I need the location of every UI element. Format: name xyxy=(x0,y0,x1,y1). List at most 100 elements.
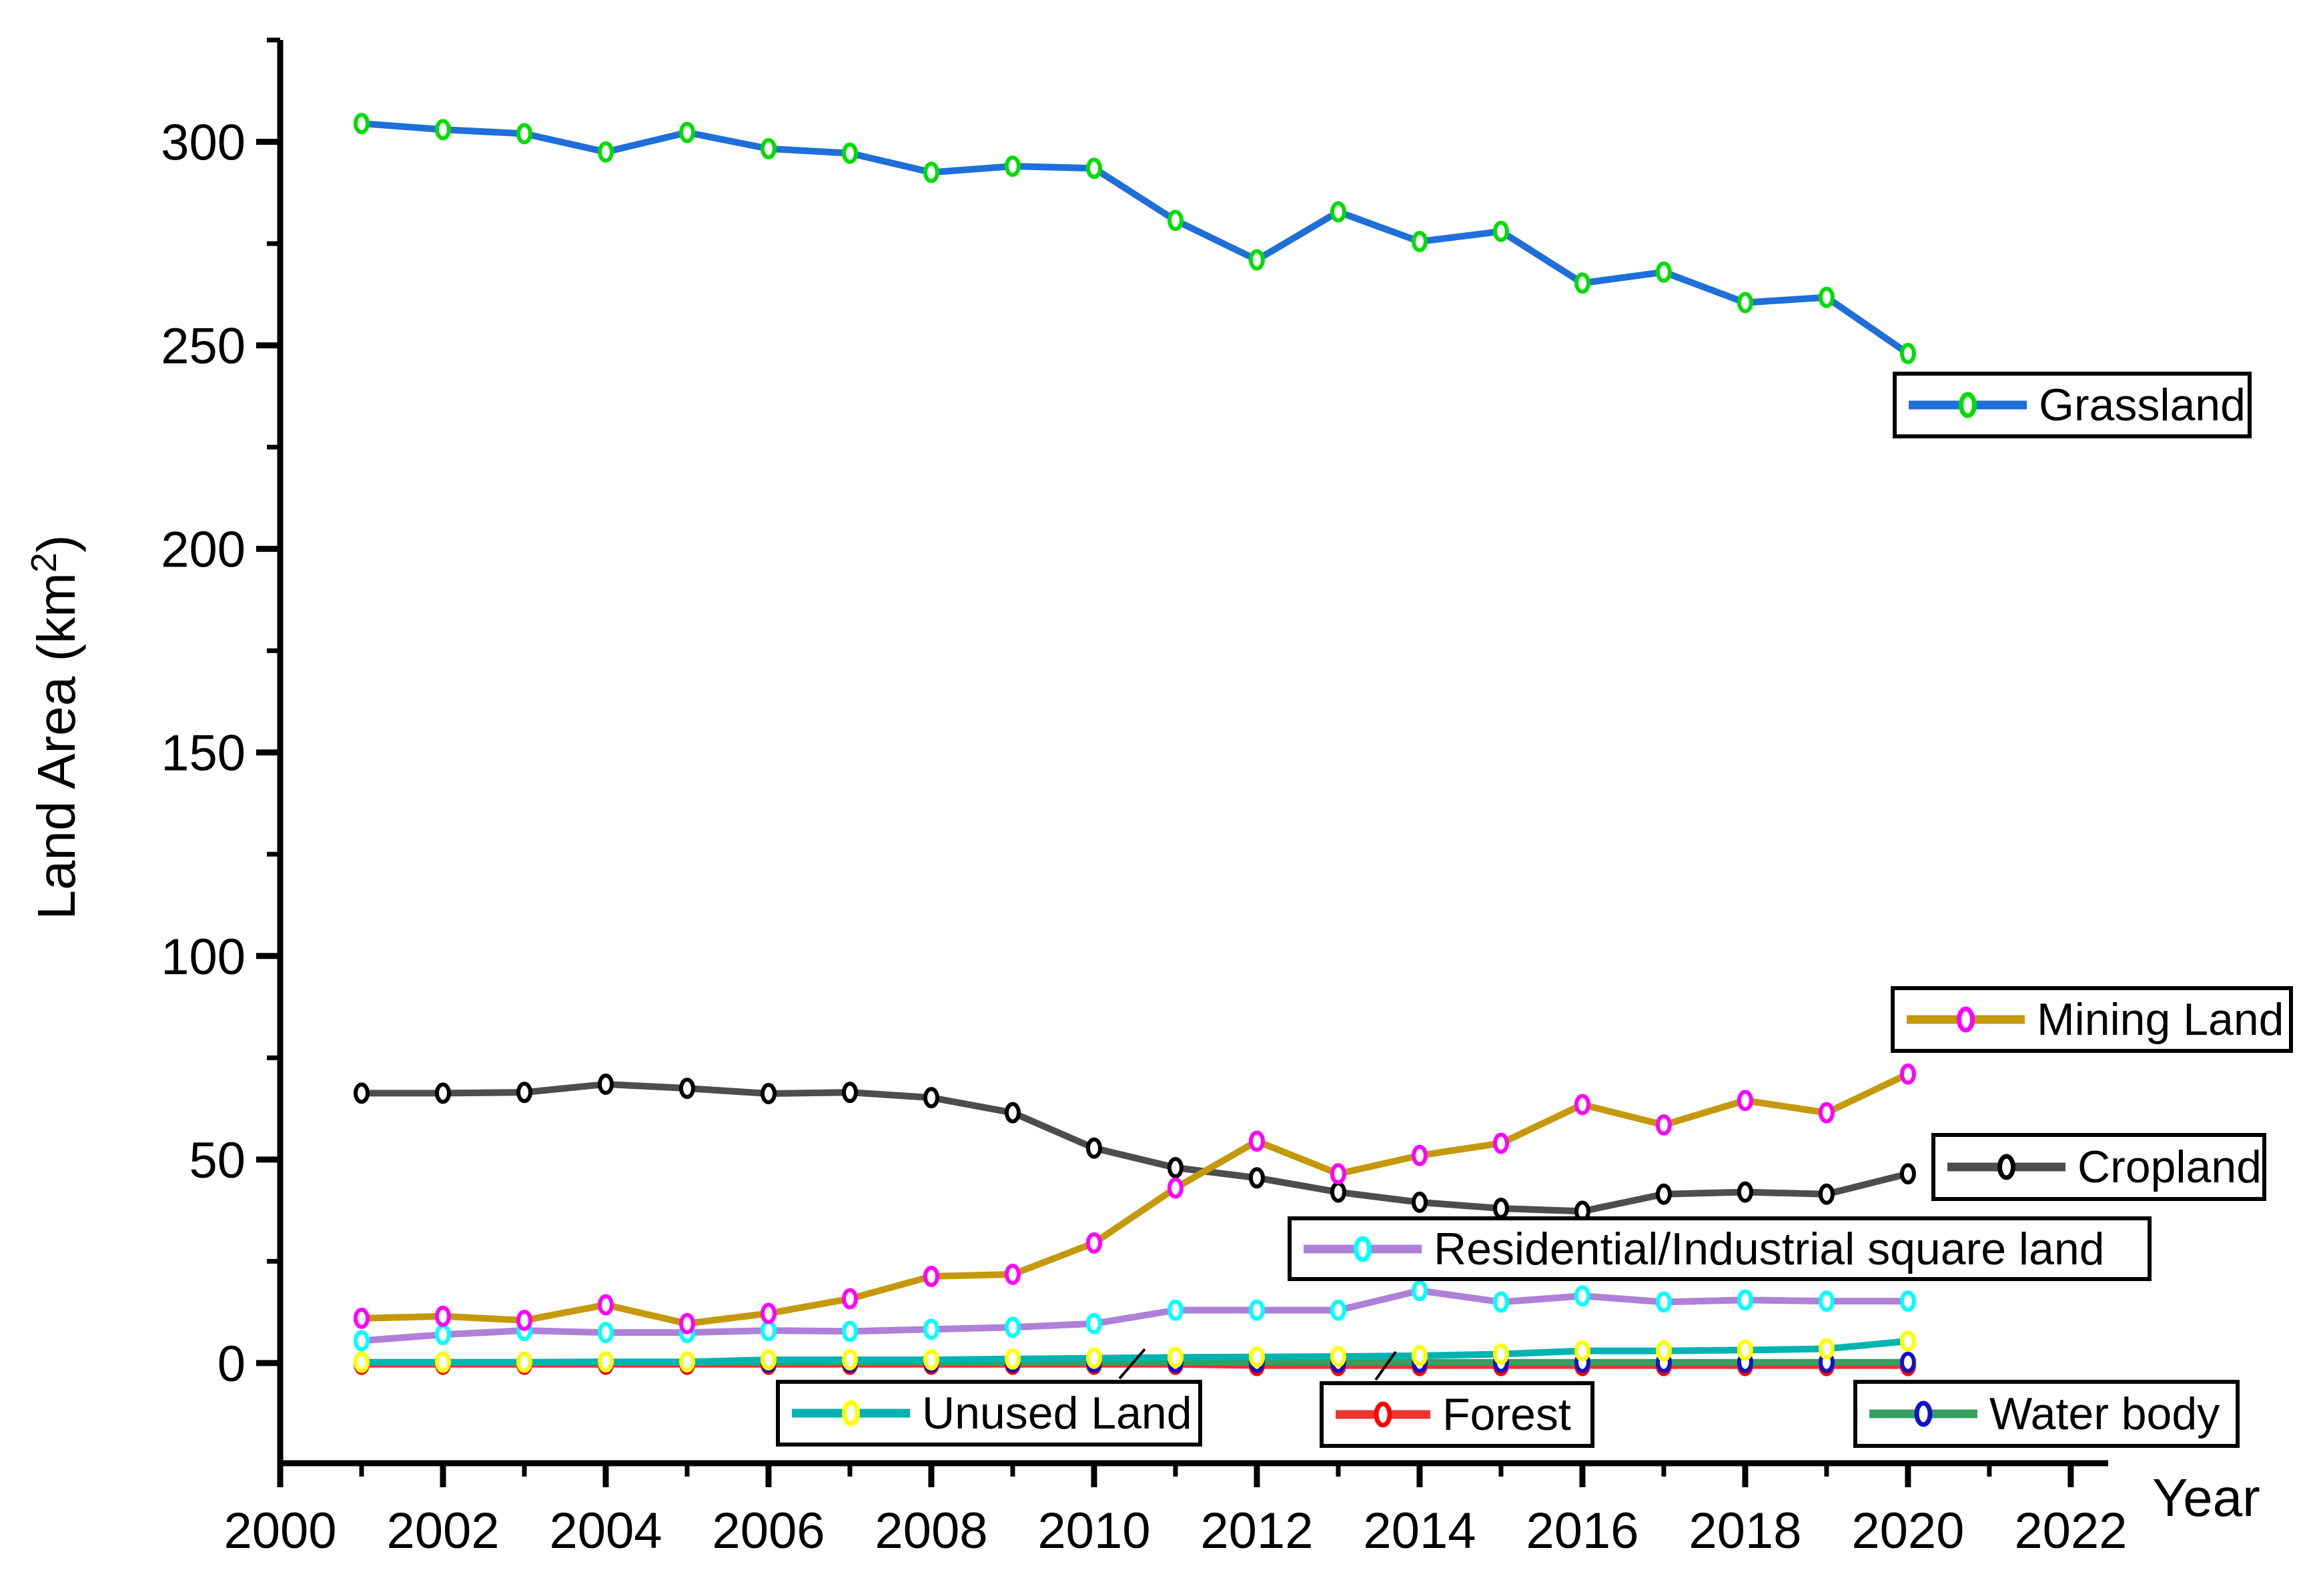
marker-mining-land xyxy=(1085,1232,1102,1254)
marker-mining-land xyxy=(1818,1102,1835,1124)
marker-mining-land xyxy=(1492,1132,1509,1154)
x-tick-label: 2006 xyxy=(712,1503,825,1559)
marker-residential-industrial-square-land xyxy=(760,1320,777,1342)
marker-cropland xyxy=(1085,1137,1102,1159)
marker-residential-industrial-square-land xyxy=(1574,1285,1590,1307)
marker-residential-industrial-square-land xyxy=(597,1322,614,1344)
marker-grassland xyxy=(841,142,858,164)
forest-leader-line xyxy=(1374,1350,1397,1381)
x-tick-label: 2002 xyxy=(386,1503,499,1559)
legend-mining-land: Mining Land xyxy=(1891,986,2293,1053)
legend-water-label: Water body xyxy=(1989,1388,2220,1439)
marker-mining-land xyxy=(678,1312,695,1334)
marker-unused-land xyxy=(1167,1346,1184,1368)
marker-cropland xyxy=(1004,1102,1021,1124)
y-tick-label: 0 xyxy=(217,1336,246,1392)
marker-mining-land xyxy=(434,1305,451,1327)
marker-residential-industrial-square-land xyxy=(353,1330,370,1352)
x-tick-label: 2020 xyxy=(1851,1503,1964,1559)
marker-unused-land xyxy=(1818,1338,1835,1360)
marker-unused-land xyxy=(516,1351,532,1373)
marker-cropland xyxy=(678,1078,695,1100)
legend-sample-marker xyxy=(842,1400,860,1427)
legend-mining-label: Mining Land xyxy=(2037,994,2284,1045)
marker-grassland xyxy=(353,113,370,135)
marker-mining-land xyxy=(516,1309,532,1331)
forest-line-marker-icon xyxy=(1336,1401,1430,1428)
series-line-mining-land xyxy=(361,1071,1910,1327)
marker-grassland xyxy=(1004,155,1021,177)
marker-unused-land xyxy=(434,1351,451,1373)
marker-grassland xyxy=(1899,342,1916,364)
marker-unused-land xyxy=(1574,1340,1590,1362)
marker-residential-industrial-square-land xyxy=(1737,1289,1753,1311)
y-tick-label: 300 xyxy=(161,115,246,171)
grassland-line-marker-icon xyxy=(1909,392,2027,418)
marker-residential-industrial-square-land xyxy=(1085,1312,1102,1334)
marker-unused-land xyxy=(1492,1343,1509,1365)
marker-unused-land xyxy=(1737,1339,1753,1361)
marker-cropland xyxy=(841,1082,858,1104)
marker-grassland xyxy=(1737,292,1753,314)
legend-sample-marker xyxy=(1354,1236,1372,1262)
marker-cropland xyxy=(1167,1157,1184,1179)
series-line-residential-industrial-square-land xyxy=(361,1287,1908,1344)
y-tick-label: 50 xyxy=(189,1132,246,1189)
marker-mining-land xyxy=(923,1265,939,1287)
marker-cropland xyxy=(1655,1183,1672,1205)
x-tick-label: 2016 xyxy=(1526,1503,1639,1559)
marker-residential-industrial-square-land xyxy=(1330,1299,1346,1321)
legend-cropland: Cropland xyxy=(1931,1133,2266,1201)
legend-unused-label: Unused Land xyxy=(922,1388,1192,1439)
marker-unused-land xyxy=(760,1349,777,1371)
marker-mining-land xyxy=(1248,1130,1265,1152)
marker-unused-land xyxy=(1899,1330,1916,1352)
series-line-unused-land xyxy=(361,1337,1909,1366)
marker-cropland xyxy=(597,1073,614,1095)
mining-line-marker-icon xyxy=(1907,1006,2025,1033)
legend-grassland-label: Grassland xyxy=(2039,380,2246,430)
marker-residential-industrial-square-land xyxy=(1167,1299,1184,1321)
marker-unused-land xyxy=(353,1351,370,1373)
water-body-line-marker-icon xyxy=(1869,1401,1977,1427)
marker-cropland xyxy=(760,1083,777,1105)
marker-residential-industrial-square-land xyxy=(923,1318,939,1340)
marker-water-body xyxy=(1899,1351,1916,1373)
x-tick-label: 2008 xyxy=(875,1503,987,1559)
x-tick-label: 2010 xyxy=(1037,1503,1150,1559)
x-tick-label: 2004 xyxy=(549,1503,662,1559)
marker-unused-land xyxy=(1655,1340,1672,1362)
x-axis-title: Year xyxy=(2152,1468,2260,1527)
marker-grassland xyxy=(923,161,939,183)
marker-unused-land xyxy=(1330,1346,1346,1368)
marker-mining-land xyxy=(1330,1163,1346,1185)
legend-unused-land: Unused Land xyxy=(776,1380,1202,1447)
marker-residential-industrial-square-land xyxy=(841,1320,858,1342)
marker-grassland xyxy=(1818,286,1835,308)
marker-residential-industrial-square-land xyxy=(434,1324,451,1346)
marker-grassland xyxy=(1248,249,1265,271)
legend-sample-marker xyxy=(1957,1006,1975,1033)
marker-grassland xyxy=(1085,157,1102,179)
marker-mining-land xyxy=(1737,1090,1753,1112)
marker-mining-land xyxy=(1411,1144,1428,1166)
marker-mining-land xyxy=(1167,1177,1184,1199)
marker-cropland xyxy=(1492,1198,1509,1220)
marker-cropland xyxy=(353,1082,370,1104)
marker-mining-land xyxy=(841,1288,858,1310)
marker-residential-industrial-square-land xyxy=(1004,1316,1021,1338)
marker-residential-industrial-square-land xyxy=(1248,1299,1265,1321)
legend-water-body: Water body xyxy=(1853,1380,2240,1448)
marker-cropland xyxy=(923,1087,939,1109)
marker-unused-land xyxy=(923,1349,939,1371)
residential-line-marker-icon xyxy=(1304,1236,1422,1262)
marker-grassland xyxy=(434,119,451,141)
x-tick-label: 2000 xyxy=(223,1503,336,1559)
legend-residential-label: Residential/Industrial square land xyxy=(1434,1223,2105,1274)
marker-mining-land xyxy=(1655,1114,1672,1136)
marker-residential-industrial-square-land xyxy=(1411,1280,1428,1302)
marker-grassland xyxy=(1655,261,1672,283)
legend-residential: Residential/Industrial square land xyxy=(1288,1216,2152,1281)
